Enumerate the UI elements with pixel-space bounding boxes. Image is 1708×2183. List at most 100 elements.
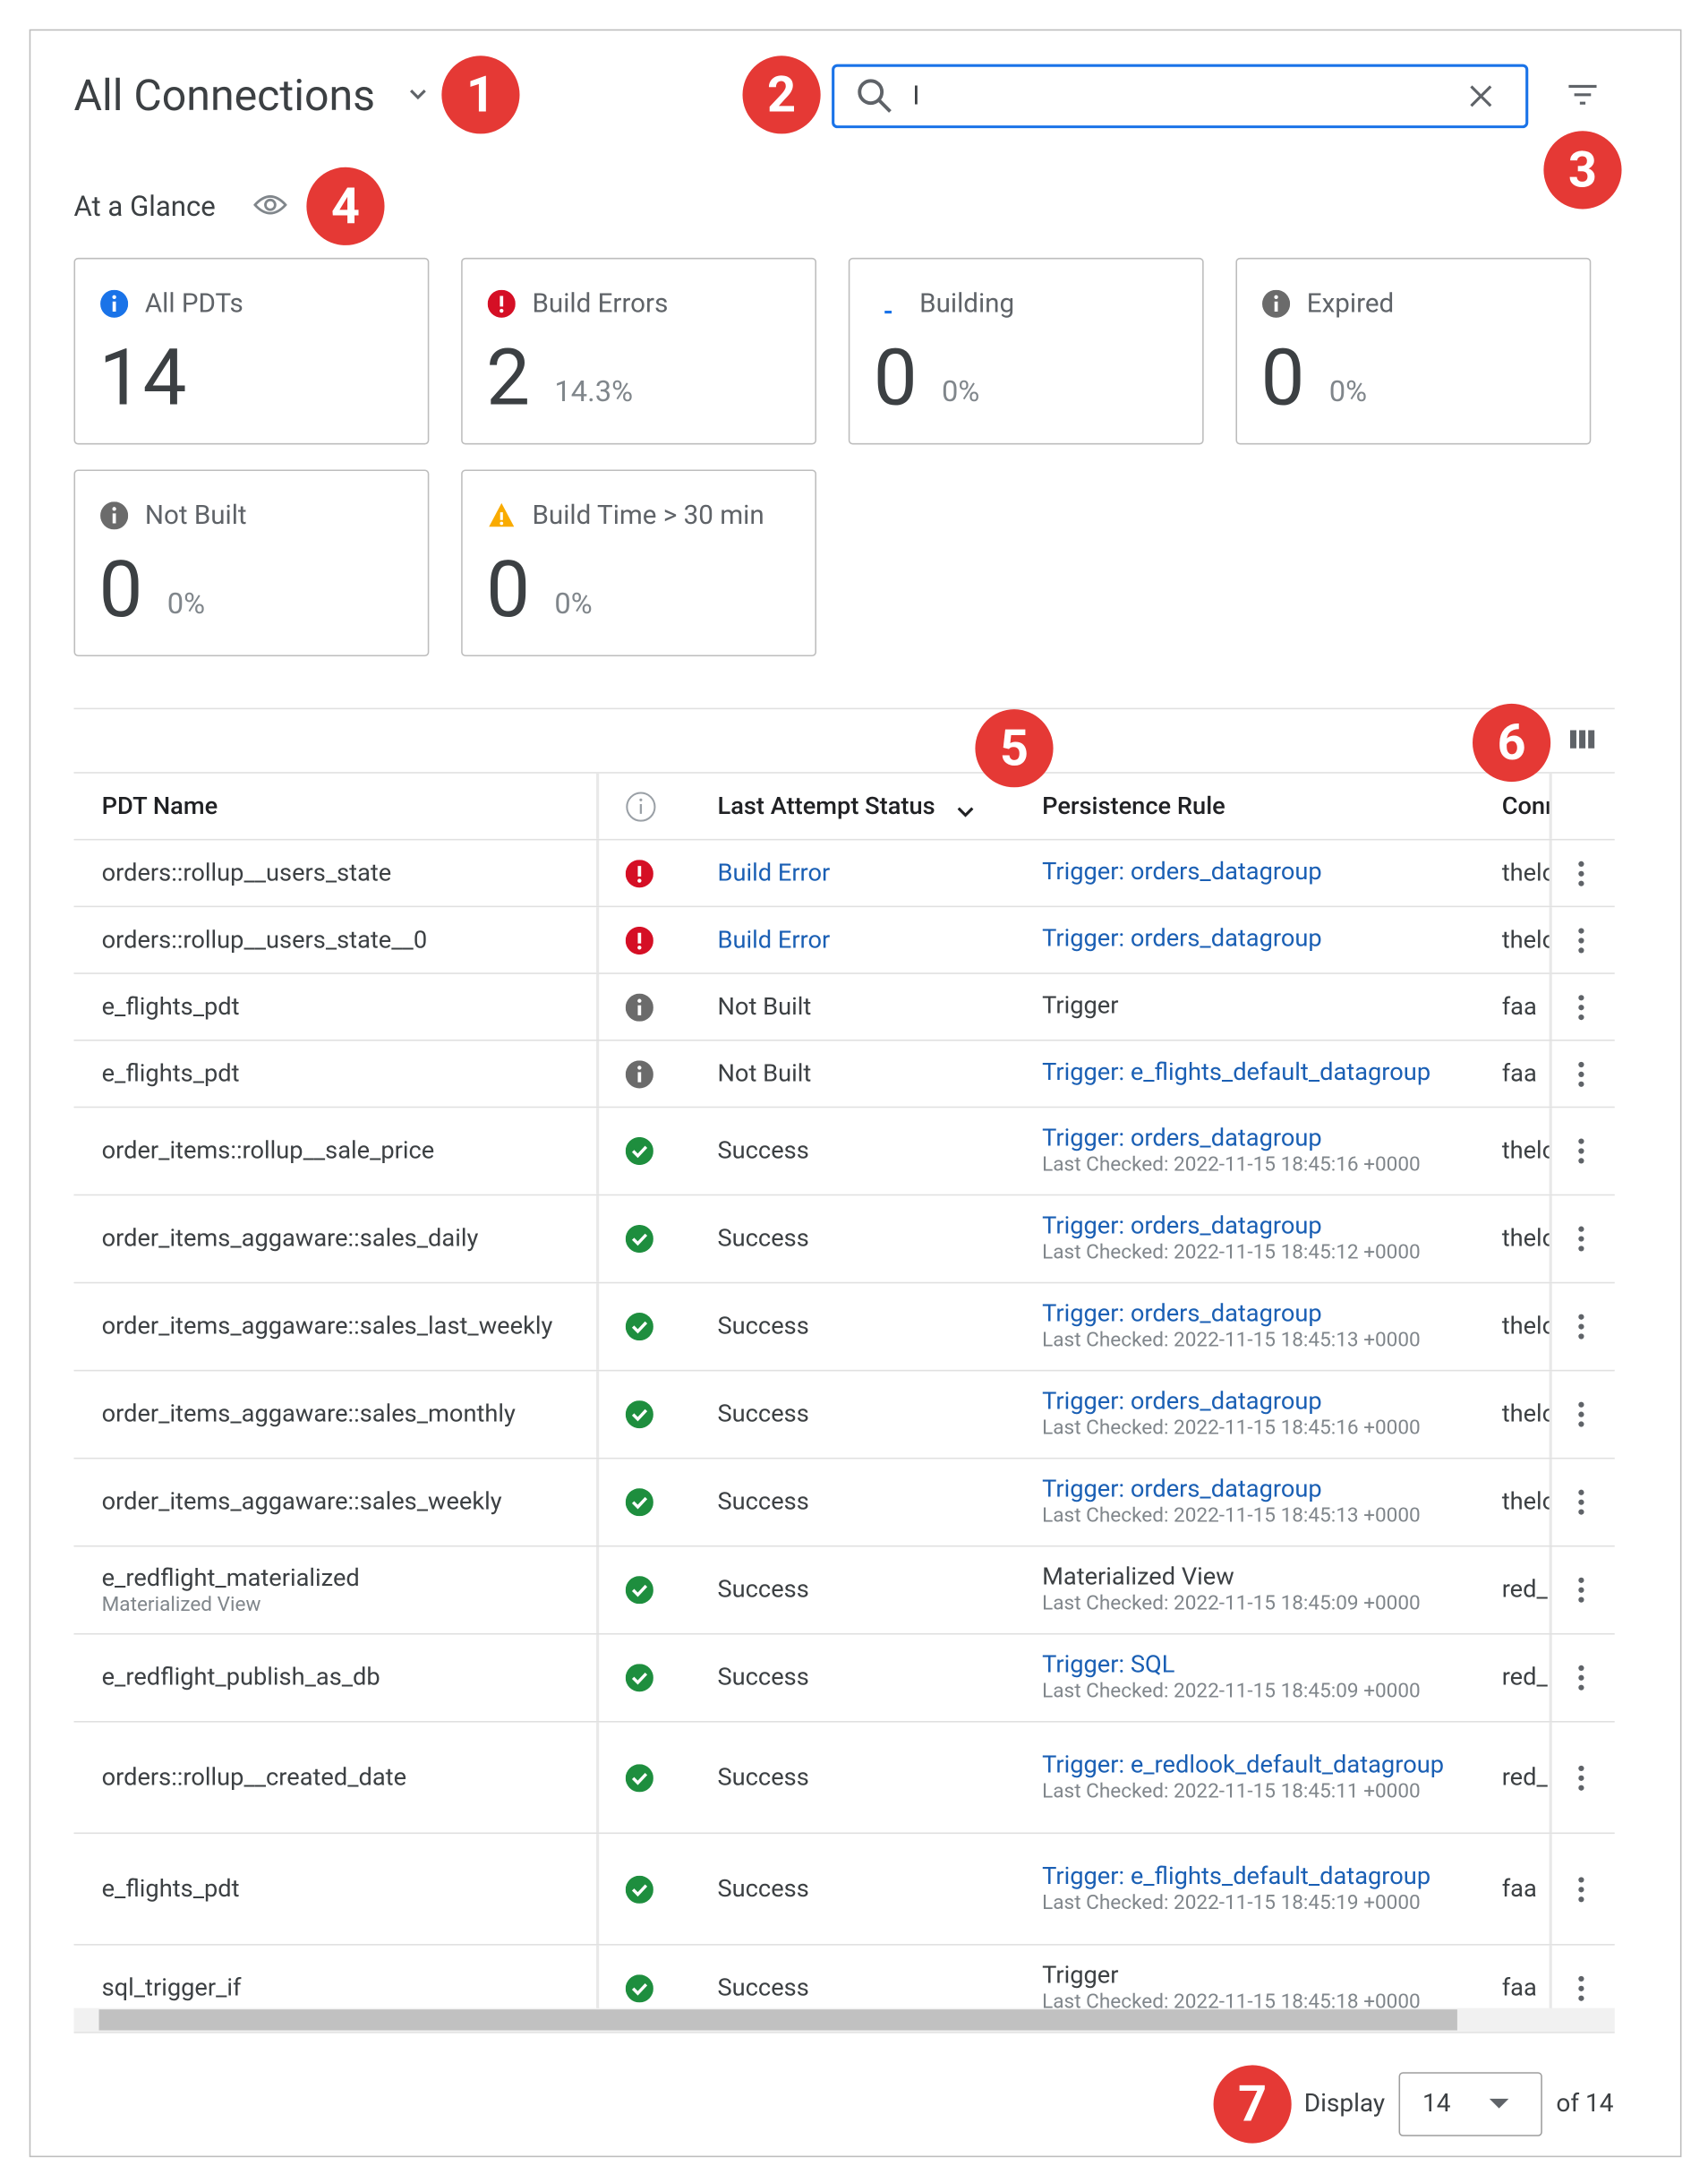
rule[interactable]: Trigger: e_flights_default_datagroup (1042, 1862, 1431, 1891)
kebab-icon[interactable] (1576, 1137, 1586, 1165)
rule[interactable]: Trigger: orders_datagroup (1042, 1211, 1322, 1241)
glance-card[interactable]: Build Time > 30 min 0 0% (461, 469, 816, 657)
kebab-icon[interactable] (1576, 1060, 1586, 1088)
row-menu[interactable] (1576, 1313, 1586, 1348)
glance-card[interactable]: Building 0 0% (848, 257, 1204, 445)
kebab-icon[interactable] (1576, 993, 1586, 1021)
dropdown-caret[interactable] (406, 86, 429, 103)
row-menu[interactable] (1576, 1875, 1586, 1910)
scrollbar[interactable] (73, 2008, 1615, 2033)
kebab-icon[interactable] (1576, 1225, 1586, 1253)
table-row: order_items_aggaware::sales_daily Success… (73, 1195, 1615, 1284)
column-header[interactable]: Last Attempt Status (717, 792, 935, 820)
card-label: Build Time > 30 min (532, 499, 764, 531)
search-box[interactable]: I (832, 64, 1529, 129)
glance-card[interactable]: Build Errors 2 14.3% (461, 257, 816, 445)
row-menu[interactable] (1576, 859, 1586, 894)
callout: 6 (1473, 703, 1551, 783)
kebab-icon[interactable] (1576, 1974, 1586, 2002)
rule[interactable]: Trigger: orders_datagroup (1042, 1300, 1322, 1329)
card-icon (488, 501, 516, 535)
last-checked: Last Checked: 2022-11-15 18:45:16 +0000 (1042, 1152, 1421, 1177)
filter-icon[interactable] (1567, 82, 1598, 107)
pdt-name: e_redflight_publish_as_db (101, 1664, 380, 1692)
pdt-name: orders::rollup__users_state (101, 859, 392, 887)
clear-icon[interactable] (1468, 83, 1493, 108)
row-menu[interactable] (1576, 1225, 1586, 1260)
kebab-icon[interactable] (1576, 1664, 1586, 1691)
pdt-name: e_redflight_materialized (101, 1563, 360, 1593)
page-title[interactable]: All Connections (73, 69, 376, 122)
sort-caret[interactable] (956, 806, 976, 820)
row-menu[interactable] (1576, 1137, 1586, 1172)
row-menu[interactable] (1576, 1488, 1586, 1523)
row-menu[interactable] (1576, 1763, 1586, 1798)
card-value: 0 (873, 331, 918, 424)
column-divider (1549, 1834, 1552, 1945)
status-icon-cell (625, 1488, 653, 1523)
kebab-icon[interactable] (1576, 1576, 1586, 1604)
rule[interactable]: Trigger: orders_datagroup (1042, 1476, 1322, 1504)
row-menu[interactable] (1576, 1576, 1586, 1611)
table-row: order_items_aggaware::sales_last_weekly S… (73, 1283, 1615, 1372)
visibility-icon[interactable] (253, 193, 287, 218)
kebab-icon[interactable] (1576, 1488, 1586, 1516)
row-menu[interactable] (1576, 1060, 1586, 1095)
status: Success (717, 1136, 809, 1166)
kebab-icon[interactable] (1576, 1875, 1586, 1903)
row-menu[interactable] (1576, 1400, 1586, 1435)
pdt-name: order_items_aggaware::sales_last_weekly (101, 1313, 553, 1341)
connection: red_ (1501, 1664, 1548, 1692)
rule[interactable]: Trigger: SQL (1042, 1651, 1175, 1680)
row-menu[interactable] (1576, 993, 1586, 1028)
column-divider (1549, 973, 1552, 1040)
rule[interactable]: Trigger: orders_datagroup (1042, 925, 1322, 954)
glance-card[interactable]: Expired 0 0% (1235, 257, 1592, 445)
kebab-icon[interactable] (1576, 1313, 1586, 1340)
divider (73, 707, 1615, 710)
pdt-name: e_flights_pdt (101, 1875, 240, 1904)
page-size-select[interactable]: 14 (1398, 2072, 1542, 2136)
pdt-name: e_flights_pdt (101, 992, 240, 1021)
card-label: All PDTs (144, 287, 243, 320)
kebab-icon[interactable] (1576, 859, 1586, 886)
kebab-icon[interactable] (1576, 926, 1586, 954)
rule[interactable]: Trigger: orders_datagroup (1042, 1388, 1322, 1417)
kebab-icon[interactable] (1576, 1400, 1586, 1428)
rule-cell: Trigger: orders_datagroup (1042, 925, 1460, 954)
status-icon (625, 1875, 653, 1904)
search-icon (858, 79, 892, 113)
last-checked: Last Checked: 2022-11-15 18:45:09 +0000 (1042, 1679, 1421, 1703)
card-value: 2 (486, 331, 531, 424)
table-row: order_items_aggaware::sales_weekly Succes… (73, 1459, 1615, 1547)
search-input[interactable]: I (912, 79, 920, 112)
glance-card[interactable]: Not Built 0 0% (73, 469, 430, 657)
column-divider (1549, 1945, 1552, 2033)
rule[interactable]: Trigger: e_redlook_default_datagroup (1042, 1751, 1445, 1779)
columns-icon[interactable] (1569, 729, 1595, 751)
column-divider (1549, 1546, 1552, 1633)
pdt-cell: order_items_aggaware::sales_last_weekly (102, 1313, 553, 1340)
page-size-value: 14 (1422, 2088, 1451, 2119)
status[interactable]: Build Error (717, 859, 831, 887)
glance-card[interactable]: All PDTs 14 (73, 257, 430, 445)
display-label: Display (1303, 2088, 1386, 2119)
row-menu[interactable] (1576, 926, 1586, 961)
column-divider (1549, 1722, 1552, 1833)
rule[interactable]: Trigger: e_flights_default_datagroup (1042, 1058, 1431, 1087)
row-menu[interactable] (1576, 1974, 1586, 2009)
card-icon (100, 501, 129, 535)
row-menu[interactable] (1576, 1664, 1586, 1699)
table-row: e_flights_pdt Not Built Trigger faa (73, 973, 1615, 1041)
scroll-thumb[interactable] (98, 2009, 1457, 2031)
pdt-cell: sql_trigger_if (102, 1974, 242, 2002)
callout: 7 (1213, 2065, 1292, 2144)
rule[interactable]: Trigger: orders_datagroup (1042, 858, 1322, 886)
status[interactable]: Build Error (717, 926, 831, 955)
kebab-icon[interactable] (1576, 1763, 1586, 1791)
table-row: orders::rollup__users_state Build Error Tr… (73, 840, 1615, 908)
connection: faa (1501, 1059, 1537, 1088)
column-divider (1549, 840, 1552, 906)
rule[interactable]: Trigger: orders_datagroup (1042, 1124, 1322, 1153)
